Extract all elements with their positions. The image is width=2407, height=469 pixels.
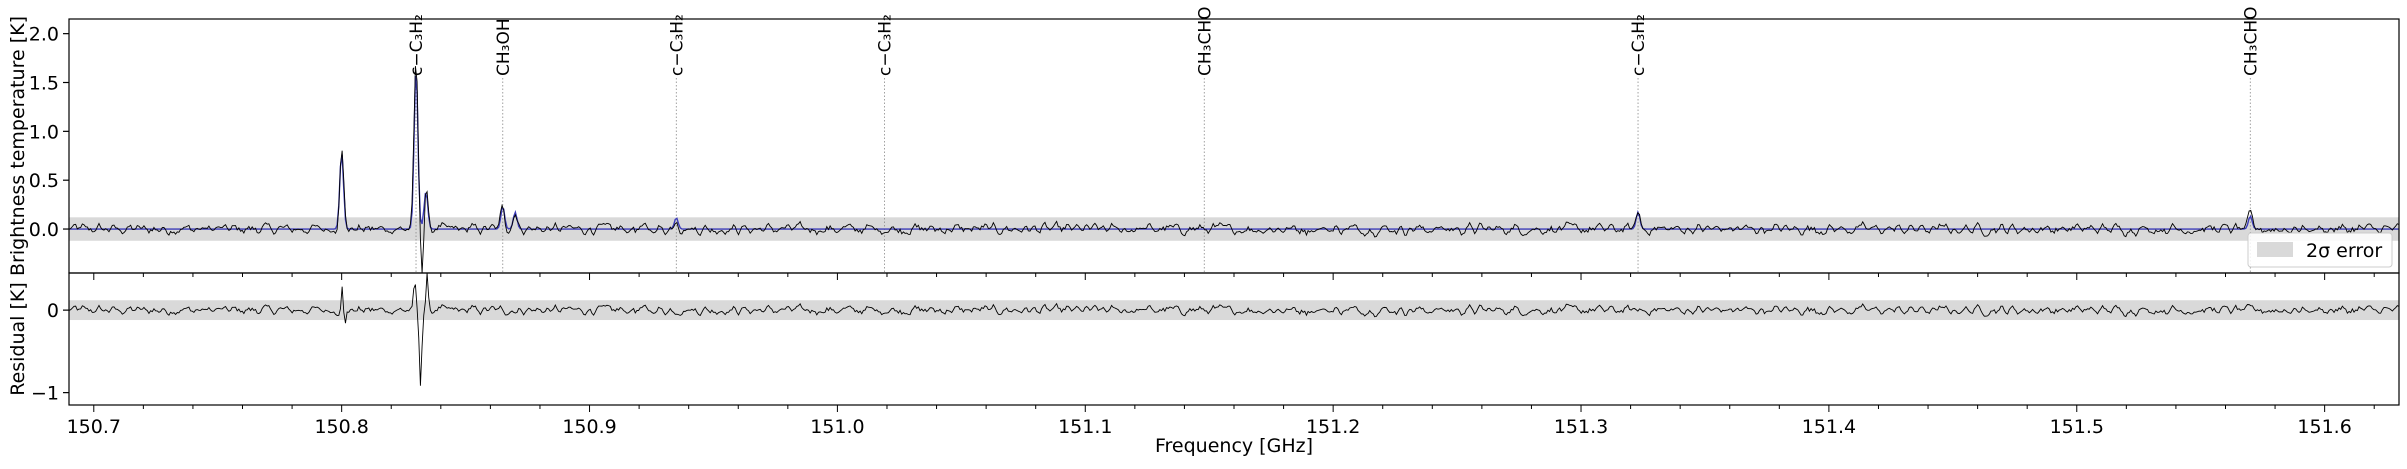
legend-box — [2247, 232, 2393, 268]
top-panel: c−C₃H₂ CH₃OH c−C₃H₂ c−C₃H₂ CH₃CHO c−C₃H₂ CH₃CH… — [7, 6, 2400, 276]
bottom-error-band — [69, 300, 2399, 321]
x-tick-label: 151.6 — [2297, 416, 2351, 438]
top-y-tick-label: 1.5 — [29, 73, 59, 95]
top-y-tick-label: 2.0 — [29, 24, 59, 46]
line-marker-label: CH₃CHO — [1195, 6, 1215, 76]
x-tick-label: 151.4 — [1802, 416, 1856, 438]
line-marker-label: c−C₃H₂ — [407, 14, 427, 76]
x-tick-label: 150.7 — [67, 416, 121, 438]
top-y-ticks: 0.0 0.5 1.0 1.5 2.0 — [29, 24, 69, 241]
legend: 2σ error — [2247, 232, 2393, 268]
observed-spectrum-line — [68, 66, 2400, 274]
bottom-panel: 0 −1 Residual [K] — [7, 272, 2400, 406]
x-ticks: 150.7 150.8 150.9 151.0 151.1 151.2 151.3 151.4… — [67, 273, 2375, 438]
x-axis-title: Frequency [GHz] — [1155, 435, 1313, 457]
x-tick-label: 151.1 — [1058, 416, 1112, 438]
top-y-tick-label: 0.5 — [29, 170, 59, 192]
residual-line — [68, 272, 2400, 386]
line-markers: c−C₃H₂ CH₃OH c−C₃H₂ c−C₃H₂ CH₃CHO c−C₃H₂ CH₃CH… — [407, 6, 2261, 273]
x-tick-label: 151.5 — [2050, 416, 2104, 438]
legend-swatch-error-band — [2257, 242, 2293, 257]
x-tick-label: 151.2 — [1306, 416, 1360, 438]
x-tick-label: 151.0 — [810, 416, 864, 438]
bottom-y-axis-title: Residual [K] — [7, 282, 29, 396]
top-y-tick-label: 0.0 — [29, 219, 59, 241]
model-spectrum-line — [69, 75, 2399, 230]
x-tick-label: 151.3 — [1554, 416, 1608, 438]
line-marker-label: CH₃CHO — [2241, 6, 2261, 76]
line-marker-label: CH₃OH — [494, 18, 514, 76]
x-tick-label: 150.9 — [562, 416, 616, 438]
bottom-y-tick-label: 0 — [47, 300, 59, 322]
x-tick-label: 150.8 — [314, 416, 368, 438]
legend-label: 2σ error — [2306, 240, 2382, 262]
line-marker-label: c−C₃H₂ — [876, 14, 896, 76]
line-marker-label: c−C₃H₂ — [1629, 14, 1649, 76]
bottom-y-tick-label: −1 — [31, 383, 59, 405]
top-y-tick-label: 1.0 — [29, 121, 59, 143]
line-marker-label: c−C₃H₂ — [667, 14, 687, 76]
bottom-y-ticks: 0 −1 — [31, 300, 69, 405]
top-y-axis-title: Brightness temperature [K] — [7, 16, 29, 276]
